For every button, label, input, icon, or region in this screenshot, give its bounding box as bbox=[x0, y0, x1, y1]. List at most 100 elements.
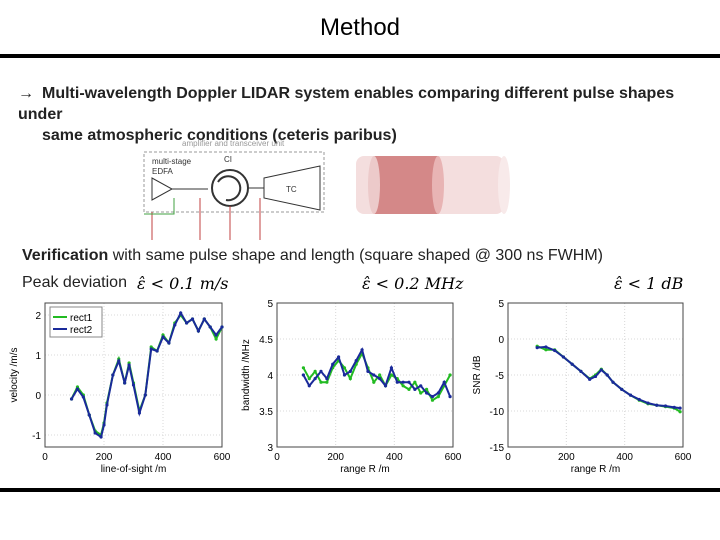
data-point-rect2 bbox=[425, 391, 429, 395]
x-tick-label: 400 bbox=[616, 452, 633, 463]
edfa-label2: EDFA bbox=[152, 167, 174, 176]
tc-label: TC bbox=[286, 185, 297, 194]
data-point-rect2 bbox=[611, 380, 615, 384]
x-axis-label: range R /m bbox=[571, 464, 620, 475]
y-axis-label: SNR /dB bbox=[472, 355, 483, 394]
data-point-rect2 bbox=[137, 411, 141, 415]
data-point-rect2 bbox=[173, 323, 177, 327]
pulse-cylinder bbox=[356, 156, 510, 214]
plot-frame bbox=[44, 302, 223, 448]
cylinder-pulse bbox=[374, 156, 438, 214]
data-point-rect2 bbox=[208, 325, 212, 329]
data-point-rect2 bbox=[190, 317, 195, 321]
data-point-rect1 bbox=[342, 366, 347, 370]
x-tick-label: 600 bbox=[214, 452, 231, 463]
data-point-rect2 bbox=[360, 348, 364, 352]
data-point-rect2 bbox=[202, 317, 206, 321]
data-point-rect2 bbox=[179, 311, 183, 315]
data-point-rect2 bbox=[588, 377, 592, 381]
data-point-rect2 bbox=[678, 406, 682, 410]
data-point-rect2 bbox=[389, 366, 393, 370]
data-point-rect2 bbox=[81, 395, 85, 399]
data-point-rect2 bbox=[378, 377, 382, 381]
y-tick-label: 3.5 bbox=[259, 407, 273, 418]
data-point-rect2 bbox=[599, 368, 603, 372]
y-tick-label: -10 bbox=[490, 407, 505, 418]
page-title: Method bbox=[319, 14, 401, 41]
legend-label-rect2: rect2 bbox=[70, 325, 93, 336]
data-point-rect1 bbox=[348, 377, 352, 381]
data-point-rect2 bbox=[143, 393, 147, 397]
data-point-rect2 bbox=[102, 423, 106, 427]
unit-box bbox=[143, 151, 325, 213]
series-line-rect2 bbox=[70, 310, 223, 439]
data-point-rect2 bbox=[301, 373, 305, 377]
x-tick-label: 200 bbox=[558, 452, 575, 463]
peak-eq-bandwidth: ε̂ < 0.2 MHz bbox=[362, 274, 464, 293]
x-tick-label: 0 bbox=[505, 452, 511, 463]
plot-frame bbox=[507, 302, 684, 448]
x-axis-label: range R /m bbox=[340, 464, 389, 475]
verification-bold: Verification bbox=[22, 247, 109, 264]
data-point-rect1 bbox=[325, 380, 329, 384]
y-tick-label: 2 bbox=[35, 311, 41, 322]
data-point-rect2 bbox=[331, 362, 335, 366]
y-tick-label: 1 bbox=[35, 351, 41, 362]
cylinder-end bbox=[498, 156, 510, 214]
verification-rest: with same pulse shape and length (square… bbox=[108, 247, 603, 264]
x-tick-label: 600 bbox=[675, 452, 692, 463]
peak-eq-velocity: ε̂ < 0.1 m/s bbox=[137, 274, 229, 293]
circulator-arrow-icon bbox=[217, 175, 242, 202]
y-tick-label: 5 bbox=[267, 299, 273, 310]
data-point-rect2 bbox=[337, 355, 341, 359]
peak-label: Peak deviation bbox=[22, 274, 127, 291]
data-point-rect2 bbox=[366, 369, 370, 373]
data-point-rect2 bbox=[628, 393, 633, 397]
data-point-rect2 bbox=[93, 431, 97, 435]
x-axis-label: line-of-sight /m bbox=[101, 464, 167, 475]
y-axis-label: bandwidth /MHz bbox=[241, 339, 252, 411]
data-point-rect2 bbox=[655, 403, 659, 407]
data-point-rect1 bbox=[313, 369, 317, 373]
data-point-rect2 bbox=[117, 359, 121, 363]
data-point-rect1 bbox=[544, 348, 548, 352]
x-tick-label: 200 bbox=[96, 452, 113, 463]
data-point-rect2 bbox=[407, 380, 411, 384]
y-tick-label: 5 bbox=[498, 299, 504, 310]
y-tick-label: -15 bbox=[490, 443, 505, 454]
edfa-label1: multi-stage bbox=[152, 157, 192, 166]
data-point-rect1 bbox=[448, 373, 452, 377]
x-tick-label: 0 bbox=[42, 452, 48, 463]
y-tick-label: 0 bbox=[35, 391, 41, 402]
data-point-rect2 bbox=[111, 373, 115, 377]
chart-2: 0 200 400 600 3 3.5 4 4.5 5 range R /m bandwidth /… bbox=[241, 299, 462, 475]
y-tick-label: -5 bbox=[495, 371, 504, 382]
data-point-rect2 bbox=[319, 369, 323, 373]
data-point-rect1 bbox=[419, 391, 423, 395]
data-point-rect1 bbox=[372, 380, 376, 384]
data-point-rect2 bbox=[605, 373, 609, 377]
peak-eq-snr: ε̂ < 1 dB bbox=[614, 274, 684, 293]
data-point-rect2 bbox=[430, 395, 435, 399]
data-point-rect2 bbox=[544, 345, 548, 349]
data-point-rect2 bbox=[185, 321, 189, 325]
data-point-rect2 bbox=[325, 377, 329, 381]
data-point-rect2 bbox=[383, 384, 388, 388]
data-point-rect2 bbox=[553, 348, 557, 353]
data-point-rect2 bbox=[561, 355, 566, 359]
system-diagram: amplifier and transceiver unit multi-sta… bbox=[143, 139, 325, 240]
data-point-rect2 bbox=[313, 377, 317, 381]
data-point-rect1 bbox=[678, 410, 682, 414]
data-point-rect2 bbox=[579, 369, 583, 373]
data-point-rect1 bbox=[401, 384, 405, 388]
unit-label: amplifier and transceiver unit bbox=[182, 139, 285, 148]
data-point-rect2 bbox=[105, 403, 109, 407]
y-tick-label: 3 bbox=[267, 443, 273, 454]
data-point-rect1 bbox=[307, 377, 311, 381]
top-divider bbox=[0, 54, 720, 58]
data-point-rect2 bbox=[372, 373, 376, 377]
x-tick-label: 0 bbox=[274, 452, 280, 463]
data-point-rect2 bbox=[307, 384, 311, 388]
data-point-rect1 bbox=[425, 387, 429, 391]
